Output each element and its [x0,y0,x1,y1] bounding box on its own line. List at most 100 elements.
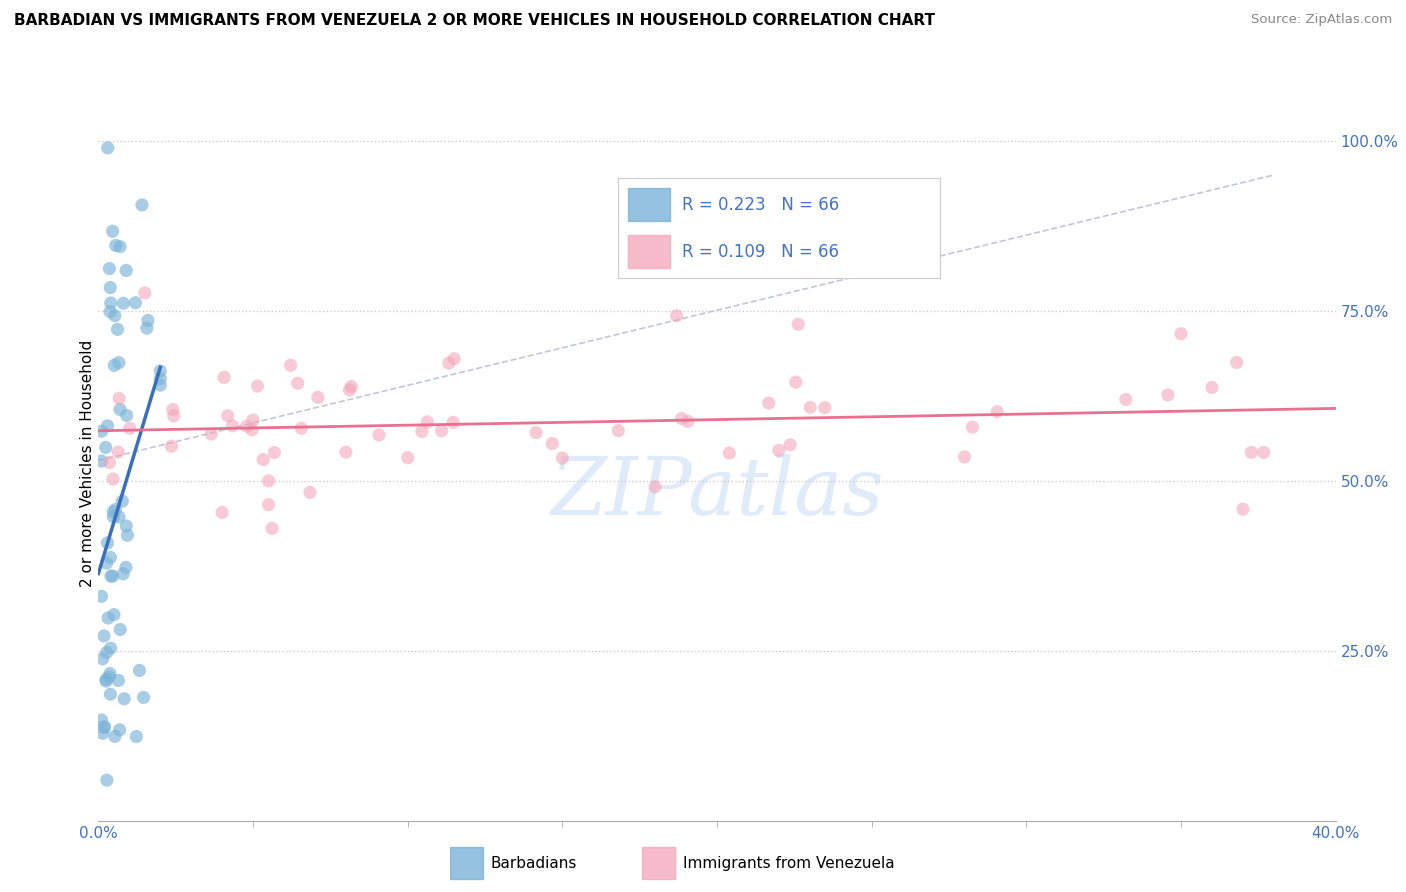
Point [104,502,127,516]
Point [98,666,121,681]
Point [263,445,285,459]
Point [962,420,984,434]
Point [100,569,122,583]
Point [368,428,391,442]
Point [104,238,127,252]
Point [551,451,574,466]
Point [96,674,118,689]
Point [108,623,131,637]
Point [117,528,139,542]
Point [953,450,976,464]
Point [93,720,115,734]
Point [430,424,453,438]
Point [94,441,117,455]
Point [90,713,112,727]
Text: BARBADIAN VS IMMIGRANTS FROM VENEZUELA 2 OR MORE VEHICLES IN HOUSEHOLD CORRELATI: BARBADIAN VS IMMIGRANTS FROM VENEZUELA 2… [14,13,935,29]
Point [101,472,124,486]
Point [541,436,564,450]
Text: R = 0.223   N = 66: R = 0.223 N = 66 [682,196,839,214]
Point [96,645,118,659]
Point [240,423,263,437]
Text: Barbadians: Barbadians [491,855,576,871]
Bar [643,847,675,879]
Point [799,401,821,415]
Point [118,421,141,435]
Point [96,556,118,570]
Point [98,304,121,318]
Point [115,409,138,423]
Point [128,664,150,678]
Point [1201,380,1223,394]
Text: ZIPatlas: ZIPatlas [550,454,884,531]
Point [107,673,129,688]
Point [257,498,280,512]
Point [149,364,172,378]
Point [108,240,131,254]
Point [441,416,464,430]
Point [108,510,131,524]
Point [132,690,155,705]
Point [1157,388,1180,402]
Point [91,726,114,740]
Point [111,494,134,508]
Point [217,409,239,423]
Point [212,370,235,384]
Point [252,452,274,467]
Point [149,372,172,386]
Point [671,411,693,425]
Point [104,730,127,744]
Point [986,405,1008,419]
Point [211,505,233,519]
Bar [627,235,669,268]
Text: R = 0.109   N = 66: R = 0.109 N = 66 [682,244,839,261]
Point [524,425,547,440]
Point [97,141,120,155]
Point [443,351,465,366]
Point [115,560,138,574]
Bar [627,188,669,221]
Point [131,198,153,212]
Point [98,670,121,684]
Point [108,402,131,417]
Point [287,376,309,391]
Point [100,550,122,565]
Point [785,375,807,389]
Point [100,641,122,656]
Point [1226,355,1249,369]
Point [758,396,780,410]
Point [340,379,363,393]
Point [98,261,121,276]
Point [411,425,433,439]
Point [112,691,135,706]
Point [236,419,259,434]
Point [280,358,302,372]
Point [94,673,117,687]
Point [103,359,125,373]
Point [779,438,801,452]
Point [91,652,114,666]
Point [221,418,243,433]
Y-axis label: 2 or more Vehicles in Household: 2 or more Vehicles in Household [80,340,94,588]
Point [93,629,115,643]
Point [96,773,118,788]
Point [136,313,159,327]
Point [814,401,837,415]
Point [101,505,124,519]
Point [787,318,810,332]
Point [290,421,312,435]
Point [437,356,460,370]
Point [97,611,120,625]
Point [665,309,688,323]
Point [396,450,419,465]
Point [1240,445,1263,459]
Point [262,521,284,535]
Point [98,280,121,294]
Point [416,415,439,429]
Point [200,427,222,442]
Point [307,390,329,404]
Point [100,296,122,310]
Point [246,379,269,393]
Point [298,485,321,500]
Text: Source: ZipAtlas.com: Source: ZipAtlas.com [1251,13,1392,27]
Point [257,474,280,488]
